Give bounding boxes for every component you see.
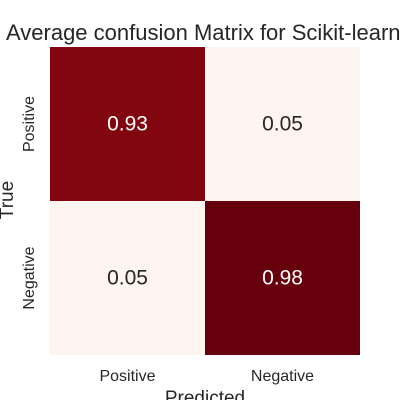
- heatmap-cell-0-1: [205, 47, 360, 201]
- cell-value-label-0-1: 0.05: [262, 113, 303, 136]
- cell-value-label-1-0: 0.05: [107, 267, 148, 290]
- x-tick-label-0: Positive: [99, 368, 155, 385]
- x-tick-label-1: Negative: [251, 368, 314, 385]
- chart-title: Average confusion Matrix for Scikit-lear…: [6, 20, 400, 45]
- y-tick-labels: Positive Negative: [21, 96, 38, 310]
- cell-value-label-1-1: 0.98: [262, 267, 303, 290]
- heatmap-cells: 0.93 0.05 0.05 0.98: [50, 47, 360, 355]
- heatmap-cell-1-1: [205, 201, 360, 355]
- y-axis-label: True: [0, 181, 18, 219]
- heatmap-cell-0-0: [50, 47, 205, 201]
- y-tick-label-1: Negative: [21, 246, 38, 309]
- heatmap-cell-1-0: [50, 201, 205, 355]
- cell-value-label-0-0: 0.93: [107, 113, 148, 136]
- y-tick-label-0: Positive: [21, 96, 38, 152]
- x-tick-labels: Positive Negative: [99, 368, 314, 385]
- x-axis-label: Predicted: [165, 388, 245, 400]
